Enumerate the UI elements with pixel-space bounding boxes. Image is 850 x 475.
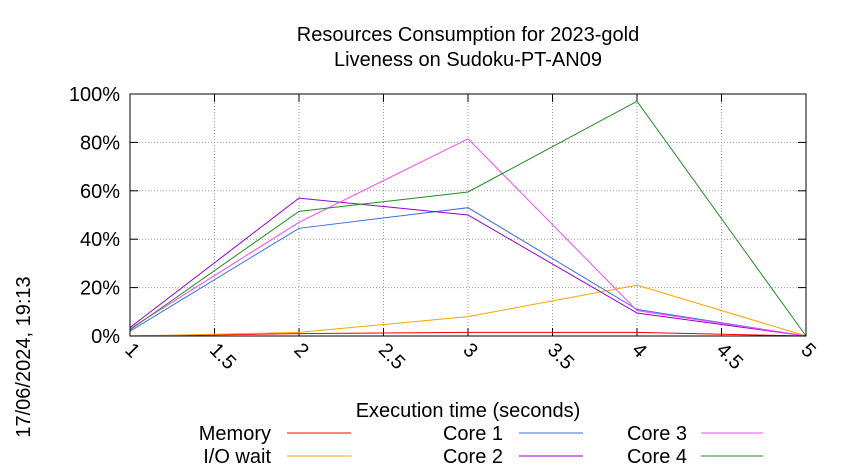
- y-tick-label: 40%: [80, 229, 120, 251]
- timestamp-label: 17/06/2024, 19:13: [13, 276, 35, 437]
- legend-label-core-3: Core 3: [627, 423, 687, 445]
- legend-label-memory: Memory: [199, 423, 271, 445]
- y-tick-label: 60%: [80, 181, 120, 203]
- axis-ticks: 0% 20% 40% 60% 80% 100% 1 1.5 2 2.5 3 3.5 4 4.5 5: [69, 84, 820, 374]
- series-line-core-4: [129, 100, 807, 337]
- x-tick-label: 1: [120, 339, 143, 362]
- series-line-core-1: [129, 207, 807, 337]
- x-tick-label: 4.5: [712, 339, 747, 374]
- series-line-core-2: [129, 197, 807, 337]
- legend-label-i-o-wait: I/O wait: [203, 446, 271, 468]
- series-line-memory: [129, 331, 807, 337]
- legend-label-core-1: Core 1: [443, 423, 503, 445]
- series-line-i-o-wait: [129, 284, 807, 337]
- chart-title-line-2: Liveness on Sudoku-PT-AN09: [334, 49, 602, 71]
- legend-label-core-4: Core 4: [627, 446, 687, 468]
- y-tick-label: 80%: [80, 132, 120, 154]
- y-tick-label: 0%: [91, 326, 120, 348]
- x-tick-label: 3.5: [543, 339, 578, 374]
- x-tick-label: 2: [289, 339, 312, 362]
- series-lines: [129, 100, 807, 337]
- x-tick-label: 1.5: [205, 339, 240, 374]
- x-axis-label: Execution time (seconds): [356, 400, 581, 422]
- plot-frame: [129, 93, 807, 337]
- x-tick-label: 5: [796, 339, 819, 362]
- x-tick-label: 3: [458, 339, 481, 362]
- chart-title-line-1: Resources Consumption for 2023-gold: [297, 24, 639, 46]
- legend-label-core-2: Core 2: [443, 446, 503, 468]
- series-line-core-3: [129, 138, 807, 337]
- x-tick-label: 2.5: [374, 339, 409, 374]
- y-tick-label: 100%: [69, 84, 120, 106]
- x-tick-label: 4: [627, 339, 650, 362]
- y-tick-label: 20%: [80, 278, 120, 300]
